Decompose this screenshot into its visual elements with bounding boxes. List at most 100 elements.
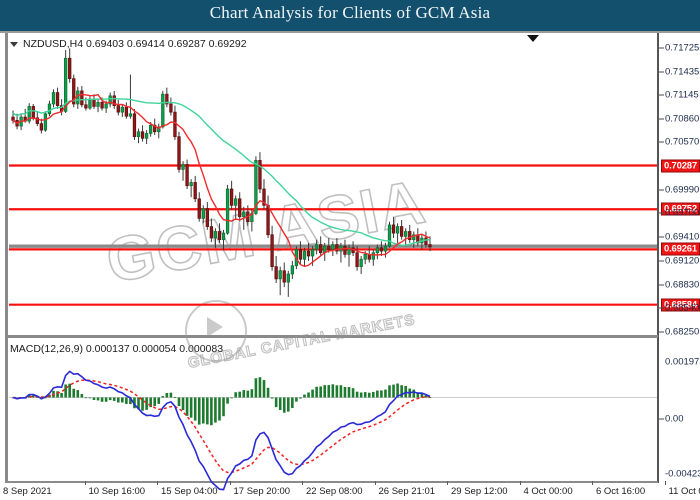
macd-histogram-bar — [210, 397, 213, 426]
candle-body — [238, 198, 242, 218]
candle-body — [27, 106, 31, 122]
price-axis-tick — [659, 260, 664, 262]
macd-histogram-bar — [384, 389, 387, 398]
macd-histogram-bar — [359, 392, 363, 398]
price-axis[interactable]: 0.71725 0.71435 0.71145 0.70860 0.70570 0.702… — [659, 31, 700, 500]
candle-body — [140, 131, 145, 139]
candle-body — [189, 182, 193, 187]
candle-body — [165, 93, 169, 105]
macd-histogram-bar — [307, 392, 310, 398]
candle-body — [84, 104, 88, 109]
macd-histogram-bar — [246, 390, 250, 398]
macd-histogram-bar — [100, 397, 104, 402]
macd-histogram-bar — [355, 391, 359, 398]
macd-histogram-bar — [376, 390, 379, 398]
macd-histogram-bar — [169, 392, 173, 398]
candle-body — [209, 226, 214, 239]
macd-histogram-bar — [68, 383, 71, 398]
candle-body — [112, 95, 116, 106]
macd-histogram-bar — [157, 397, 161, 404]
price-axis-label: 0.69700 — [665, 207, 700, 219]
chevron-down-icon[interactable] — [10, 41, 18, 47]
candle-body — [278, 270, 282, 280]
macd-histogram-bar — [327, 385, 331, 398]
candle-body — [35, 117, 39, 124]
macd-histogram-bar — [420, 393, 424, 398]
macd-histogram-bar — [153, 397, 157, 407]
macd-histogram-bar — [254, 378, 258, 398]
candle-body — [399, 226, 404, 237]
macd-histogram-bar — [137, 397, 140, 410]
macd-histogram-bar — [262, 380, 266, 398]
candle-body — [173, 111, 177, 138]
price-axis-label: 0.68540 — [665, 302, 700, 314]
window-header: Chart Analysis for Clients of GCM Asia — [0, 0, 700, 31]
candle-body — [221, 232, 226, 240]
candle-body — [76, 90, 80, 105]
macd-histogram-bar — [197, 397, 201, 425]
macd-axis-label: 0.001972 — [665, 356, 700, 368]
candle-body — [96, 101, 100, 107]
macd-histogram-bar — [230, 397, 233, 399]
price-axis-label: 0.69120 — [665, 255, 700, 267]
macd-histogram-bar — [31, 395, 35, 398]
price-level-label: 0.69261 — [661, 242, 700, 256]
candle-body — [108, 95, 112, 105]
moving-average-slow — [12, 97, 431, 246]
price-axis-label: 0.68250 — [665, 326, 700, 338]
candle-body — [51, 92, 56, 105]
candle-body — [363, 254, 367, 260]
macd-histogram-bar — [145, 397, 148, 410]
macd-histogram-bar — [388, 385, 391, 398]
macd-histogram-bar — [392, 384, 395, 398]
macd-histogram-bar — [226, 397, 229, 404]
candle-body — [104, 103, 108, 109]
time-axis-label: 26 Sep 21:01 — [378, 486, 436, 497]
candle-body — [379, 247, 384, 252]
macd-histogram-bar — [266, 387, 270, 398]
macd-histogram-bar — [428, 397, 432, 398]
macd-histogram-bar — [286, 397, 290, 412]
time-axis-tick — [447, 481, 448, 485]
time-axis-label: 17 Sep 20:00 — [233, 486, 291, 497]
price-axis-label: 0.71435 — [665, 66, 700, 78]
candle-body — [355, 252, 359, 267]
macd-histogram-bar — [299, 397, 302, 399]
symbol-info-bar[interactable]: NZDUSD,H4 0.69403 0.69414 0.69287 0.6929… — [10, 37, 247, 51]
macd-histogram-bar — [282, 397, 286, 413]
candle-body — [181, 164, 185, 170]
macd-axis-label: -0.004233 — [665, 468, 700, 480]
macd-histogram-bar — [36, 397, 39, 398]
macd-histogram-bar — [396, 383, 399, 398]
bottom-axis-border — [5, 481, 658, 483]
candle-body — [225, 188, 230, 234]
indicator-info-bar[interactable]: MACD(12,26,9) 0.000137 0.000054 0.000083 — [10, 342, 223, 356]
candle-body — [149, 124, 153, 134]
page-title: Chart Analysis for Clients of GCM Asia — [209, 3, 491, 22]
macd-axis-label: 0.00 — [665, 413, 684, 425]
price-axis-tick — [659, 94, 664, 96]
macd-histogram-bar — [72, 388, 76, 398]
macd-histogram-bar — [242, 390, 246, 398]
macd-histogram-bar — [165, 392, 169, 398]
candle-body — [201, 208, 205, 219]
chart-top-marker-icon — [527, 35, 539, 42]
macd-histogram-bar — [238, 391, 242, 398]
macd-histogram-bar — [295, 397, 298, 402]
candle-body — [72, 78, 76, 105]
candle-body — [266, 204, 270, 236]
price-axis-tick — [659, 212, 664, 214]
macd-histogram-bar — [181, 397, 185, 411]
macd-histogram-bar — [185, 397, 189, 416]
candle-body — [205, 208, 209, 227]
macd-histogram-bar — [367, 392, 371, 398]
candle-body — [335, 244, 339, 252]
macd-histogram-bar — [149, 397, 152, 408]
macd-histogram-bar — [64, 384, 67, 398]
price-axis-tick — [659, 284, 664, 286]
candle-body — [383, 245, 388, 252]
macd-histogram-bar — [303, 394, 306, 398]
macd-histogram-bar — [270, 397, 274, 399]
candle-body — [217, 231, 222, 240]
